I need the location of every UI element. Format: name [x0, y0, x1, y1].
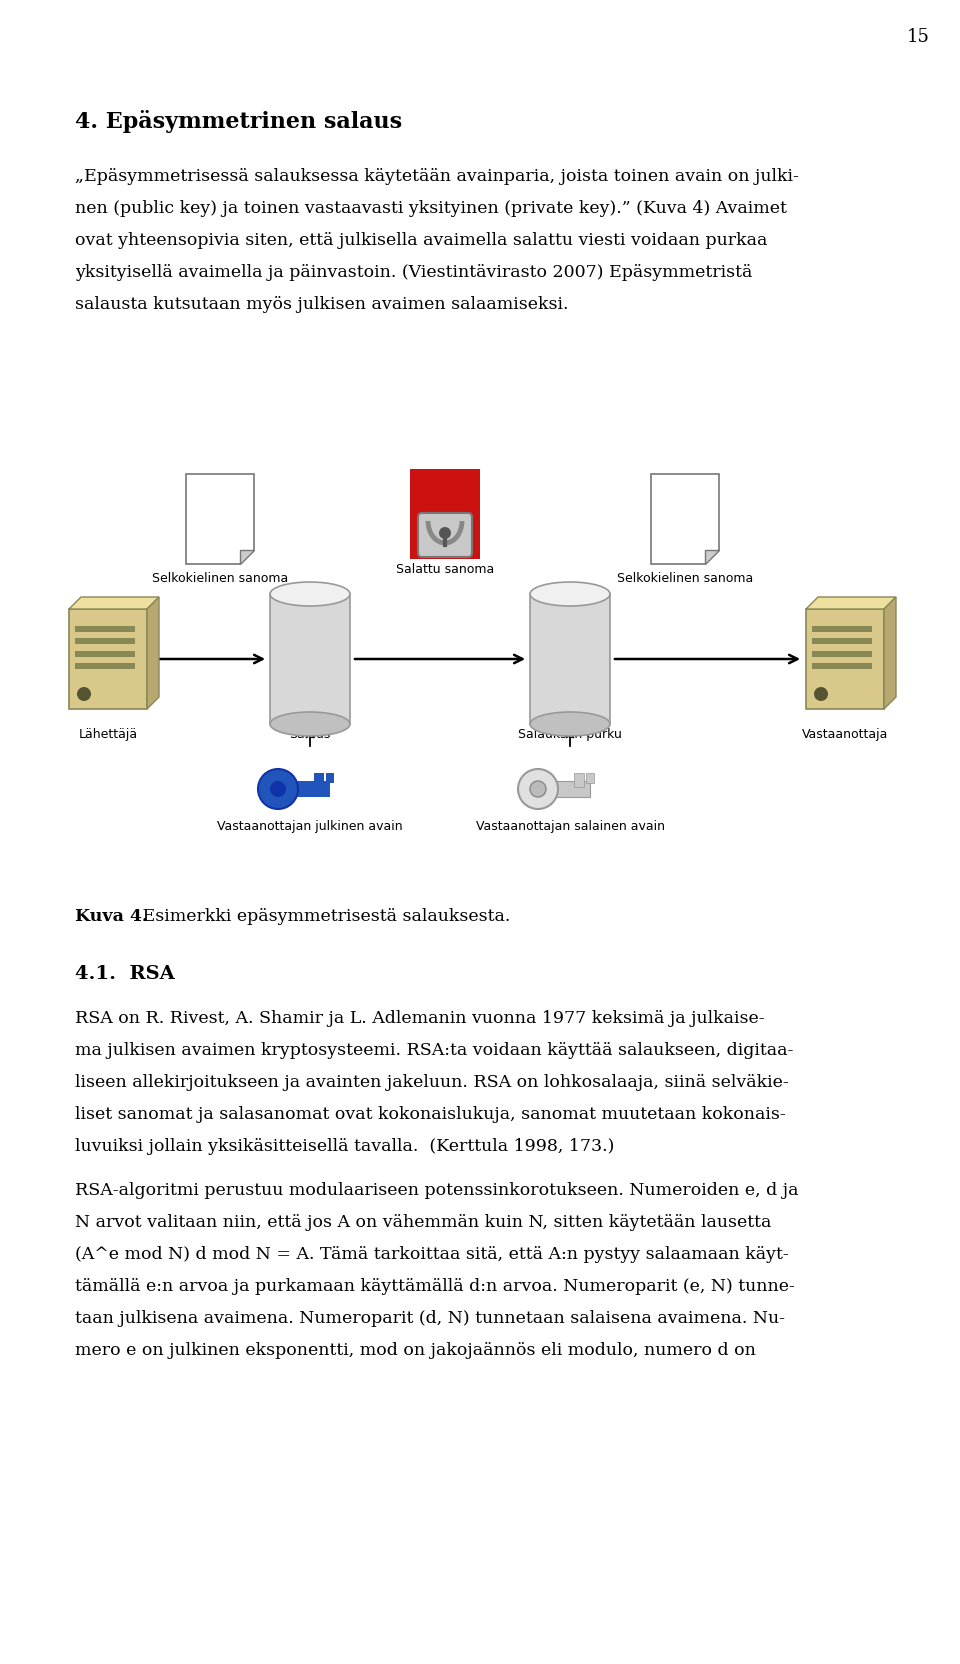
Bar [538, 782, 590, 797]
Polygon shape [186, 474, 254, 564]
Text: RSA-algoritmi perustuu modulaariseen potenssinkorotukseen. Numeroiden e, d ja: RSA-algoritmi perustuu modulaariseen pot… [75, 1181, 799, 1198]
Text: ma julkisen avaimen kryptosysteemi. RSA:ta voidaan käyttää salaukseen, digitaa-: ma julkisen avaimen kryptosysteemi. RSA:… [75, 1042, 793, 1058]
Bar [326, 774, 334, 784]
Polygon shape [651, 474, 719, 564]
Text: nen (public key) ja toinen vastaavasti yksityinen (private key).” (Kuva 4) Avaim: nen (public key) ja toinen vastaavasti y… [75, 200, 787, 216]
Ellipse shape [530, 712, 610, 737]
Text: Salattu sanoma: Salattu sanoma [396, 562, 494, 576]
Text: Vastaanottaja: Vastaanottaja [802, 727, 888, 740]
Text: ovat yhteensopivia siten, että julkisella avaimella salattu viesti voidaan purka: ovat yhteensopivia siten, että julkisell… [75, 231, 767, 250]
Text: tämällä e:n arvoa ja purkamaan käyttämällä d:n arvoa. Numeroparit (e, N) tunne-: tämällä e:n arvoa ja purkamaan käyttämäl… [75, 1278, 795, 1295]
Polygon shape [147, 597, 159, 709]
Polygon shape [806, 597, 896, 609]
Text: „Epäsymmetrisessä salauksessa käytetään avainparia, joista toinen avain on julki: „Epäsymmetrisessä salauksessa käytetään … [75, 168, 799, 185]
Bar [75, 639, 135, 644]
Text: 15: 15 [907, 28, 930, 47]
Bar [530, 594, 610, 724]
Text: Selkokielinen sanoma: Selkokielinen sanoma [152, 572, 288, 584]
Bar [812, 664, 872, 671]
FancyBboxPatch shape [806, 609, 884, 709]
Text: N arvot valitaan niin, että jos A on vähemmän kuin N, sitten käytetään lausetta: N arvot valitaan niin, että jos A on väh… [75, 1213, 772, 1230]
Bar [410, 469, 480, 559]
Bar [812, 639, 872, 644]
Bar [812, 651, 872, 657]
Text: 4. Epäsymmetrinen salaus: 4. Epäsymmetrinen salaus [75, 110, 402, 133]
Text: mero e on julkinen eksponentti, mod on jakojaännös eli modulo, numero d on: mero e on julkinen eksponentti, mod on j… [75, 1341, 756, 1358]
Bar [270, 594, 350, 724]
Circle shape [77, 687, 91, 702]
Polygon shape [884, 597, 896, 709]
Bar [586, 774, 594, 784]
Text: (A^e mod N) d mod N = A. Tämä tarkoittaa sitä, että A:n pystyy salaamaan käyt-: (A^e mod N) d mod N = A. Tämä tarkoittaa… [75, 1245, 789, 1263]
Polygon shape [705, 551, 719, 564]
Circle shape [530, 782, 546, 797]
Polygon shape [240, 551, 254, 564]
Circle shape [518, 769, 558, 809]
FancyBboxPatch shape [69, 609, 147, 709]
Circle shape [814, 687, 828, 702]
Text: Selkokielinen sanoma: Selkokielinen sanoma [617, 572, 754, 584]
Text: yksityisellä avaimella ja päinvastoin. (Viestintävirasto 2007) Epäsymmetristä: yksityisellä avaimella ja päinvastoin. (… [75, 265, 753, 281]
Bar [278, 782, 330, 797]
Bar [75, 664, 135, 671]
Circle shape [258, 769, 298, 809]
Text: Salaus: Salaus [289, 727, 330, 740]
Bar [812, 626, 872, 632]
Bar [574, 774, 584, 787]
Ellipse shape [270, 712, 350, 737]
Bar [75, 626, 135, 632]
Text: Vastaanottajan julkinen avain: Vastaanottajan julkinen avain [217, 819, 403, 832]
Bar [75, 651, 135, 657]
Circle shape [439, 527, 451, 539]
Text: Lähettäjä: Lähettäjä [79, 727, 137, 740]
FancyBboxPatch shape [418, 514, 472, 557]
Text: liset sanomat ja salasanomat ovat kokonaislukuja, sanomat muutetaan kokonais-: liset sanomat ja salasanomat ovat kokona… [75, 1105, 785, 1122]
Polygon shape [69, 597, 159, 609]
Text: 4.1.  RSA: 4.1. RSA [75, 965, 175, 982]
Text: Salauksen purku: Salauksen purku [518, 727, 622, 740]
Text: salausta kutsutaan myös julkisen avaimen salaamiseksi.: salausta kutsutaan myös julkisen avaimen… [75, 296, 568, 313]
Ellipse shape [530, 582, 610, 607]
Bar [314, 774, 324, 787]
Ellipse shape [270, 582, 350, 607]
Circle shape [270, 782, 286, 797]
Text: taan julkisena avaimena. Numeroparit (d, N) tunnetaan salaisena avaimena. Nu-: taan julkisena avaimena. Numeroparit (d,… [75, 1310, 785, 1326]
Text: Esimerkki epäsymmetrisestä salauksesta.: Esimerkki epäsymmetrisestä salauksesta. [137, 907, 511, 925]
Text: luvuiksi jollain yksikäsitteisellä tavalla.  (Kerttula 1998, 173.): luvuiksi jollain yksikäsitteisellä taval… [75, 1137, 614, 1155]
Text: Kuva 4.: Kuva 4. [75, 907, 148, 925]
Text: RSA on R. Rivest, A. Shamir ja L. Adlemanin vuonna 1977 keksimä ja julkaise-: RSA on R. Rivest, A. Shamir ja L. Adlema… [75, 1010, 764, 1027]
Text: Vastaanottajan salainen avain: Vastaanottajan salainen avain [475, 819, 664, 832]
Text: liseen allekirjoitukseen ja avainten jakeluun. RSA on lohkosalaaja, siinä selväk: liseen allekirjoitukseen ja avainten jak… [75, 1073, 789, 1090]
